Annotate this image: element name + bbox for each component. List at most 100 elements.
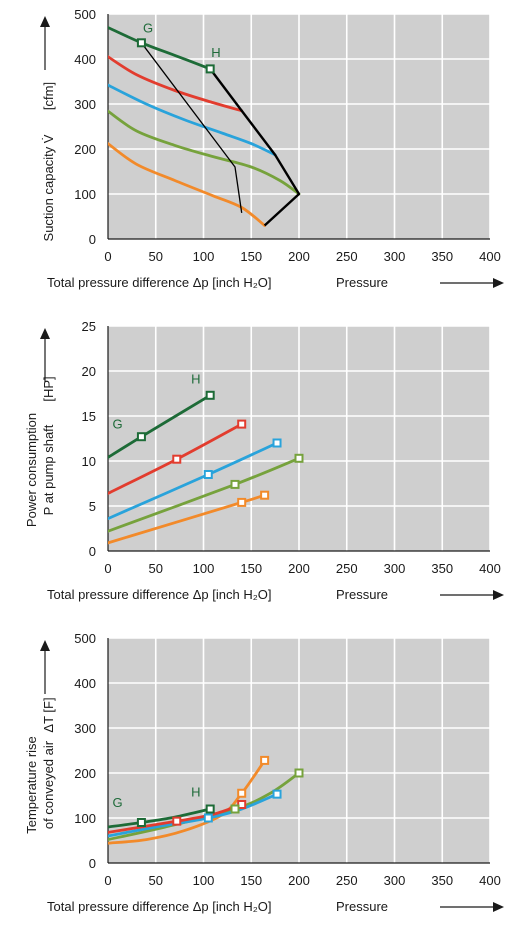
curve-label-g: G	[112, 417, 122, 432]
operating-curve-line	[140, 42, 243, 213]
x-tick-label: 250	[336, 561, 358, 576]
y-axis-unit: ΔT [F]	[41, 697, 56, 732]
x-tick-label: 300	[384, 873, 406, 888]
x-tick-label: 400	[479, 873, 501, 888]
data-point-marker	[230, 804, 240, 814]
data-point-marker	[172, 454, 182, 464]
y-direction-arrow-head	[40, 16, 50, 27]
data-point-marker	[136, 432, 146, 442]
y-axis-label-line-1: Temperature rise	[24, 736, 39, 834]
data-point-marker	[260, 755, 270, 765]
x-tick-label: 200	[288, 249, 310, 264]
y-tick-label: 400	[74, 676, 96, 691]
data-point-marker	[203, 813, 213, 823]
y-tick-label: 15	[82, 409, 96, 424]
series-line-dark-green	[108, 807, 212, 829]
x-tick-label: 100	[193, 561, 215, 576]
x-tick-label: 300	[384, 561, 406, 576]
series-line-dark-green	[108, 26, 212, 71]
x-tick-label: 50	[149, 873, 163, 888]
x-axis-label: Total pressure difference Δp [inch H₂O]	[47, 275, 272, 290]
data-point-marker	[294, 768, 304, 778]
data-point-marker	[136, 818, 146, 827]
curve-label-h: H	[191, 784, 200, 799]
y-tick-label: 300	[74, 721, 96, 736]
curve-label-g: G	[143, 20, 153, 35]
series-line-red	[108, 55, 244, 113]
data-point-marker	[272, 789, 282, 799]
data-point-marker	[205, 804, 215, 814]
data-point-marker	[272, 438, 282, 448]
y-axis-label-line-2: of conveyed air	[41, 740, 56, 829]
x-axis-label: Total pressure difference Δp [inch H₂O]	[47, 899, 272, 914]
y-tick-label: 25	[82, 319, 96, 334]
x-tick-label: 400	[479, 249, 501, 264]
curve-label-g: G	[112, 795, 122, 810]
y-axis-label: Suction capacity V̇	[41, 134, 56, 241]
x-tick-label: 0	[104, 873, 111, 888]
chart-panel-2: 0 50 100 150 200 250 300 350 400 0 5 10 15 20 25 Total …	[24, 319, 504, 602]
x-tick-label: 350	[431, 249, 453, 264]
pressure-arrow-head	[493, 902, 504, 912]
series-group	[108, 26, 301, 227]
data-point-marker	[237, 419, 247, 429]
x-tick-label: 0	[104, 249, 111, 264]
x-tick-label: 350	[431, 873, 453, 888]
data-point-marker	[237, 788, 247, 798]
data-point-marker	[205, 64, 215, 74]
y-tick-label: 100	[74, 811, 96, 826]
y-tick-label: 20	[82, 364, 96, 379]
data-point-marker	[136, 38, 146, 48]
series-line-orange	[108, 142, 267, 227]
chart-panel-3: 0 50 100 150 200 250 300 350 400 0 100 200 300 400 500…	[24, 631, 504, 914]
y-axis-label-line-1: Power consumption	[24, 413, 39, 527]
x-axis-label: Total pressure difference Δp [inch H₂O]	[47, 587, 272, 602]
curve-label-h: H	[191, 372, 200, 387]
data-point-marker	[237, 497, 247, 507]
x-tick-label: 250	[336, 873, 358, 888]
x-axis-direction-label: Pressure	[336, 587, 388, 602]
x-tick-label: 100	[193, 249, 215, 264]
x-tick-label: 300	[384, 249, 406, 264]
x-tick-label: 0	[104, 561, 111, 576]
y-tick-label: 400	[74, 52, 96, 67]
pressure-arrow-head	[493, 278, 504, 288]
data-point-marker	[172, 816, 182, 826]
y-tick-label: 100	[74, 187, 96, 202]
x-tick-label: 50	[149, 249, 163, 264]
operating-envelope-line	[209, 68, 301, 227]
series-line-red	[108, 803, 244, 834]
y-tick-label: 200	[74, 766, 96, 781]
y-tick-label: 500	[74, 7, 96, 22]
data-point-marker	[203, 470, 213, 479]
data-point-marker	[260, 490, 270, 500]
curve-label-h: H	[211, 45, 220, 60]
y-axis-unit: [HP]	[41, 376, 56, 401]
y-tick-label: 300	[74, 97, 96, 112]
x-tick-label: 350	[431, 561, 453, 576]
x-axis-direction-label: Pressure	[336, 899, 388, 914]
pressure-arrow-head	[493, 590, 504, 600]
x-tick-label: 50	[149, 561, 163, 576]
y-axis-unit: [cfm]	[41, 82, 56, 110]
x-tick-label: 150	[240, 873, 262, 888]
y-tick-label: 0	[89, 544, 96, 559]
x-tick-label: 200	[288, 561, 310, 576]
x-axis-direction-label: Pressure	[336, 275, 388, 290]
data-point-marker	[230, 479, 240, 489]
y-tick-label: 0	[89, 856, 96, 871]
y-direction-arrow-head	[40, 640, 50, 651]
x-tick-label: 250	[336, 249, 358, 264]
x-tick-label: 200	[288, 873, 310, 888]
y-tick-label: 500	[74, 631, 96, 646]
y-tick-label: 0	[89, 232, 96, 247]
y-axis-label-line-2: P at pump shaft	[41, 424, 56, 515]
x-tick-label: 100	[193, 873, 215, 888]
series-line-light-green	[108, 109, 301, 196]
x-tick-label: 400	[479, 561, 501, 576]
y-direction-arrow-head	[40, 328, 50, 339]
x-tick-label: 150	[240, 561, 262, 576]
y-tick-label: 5	[89, 499, 96, 514]
